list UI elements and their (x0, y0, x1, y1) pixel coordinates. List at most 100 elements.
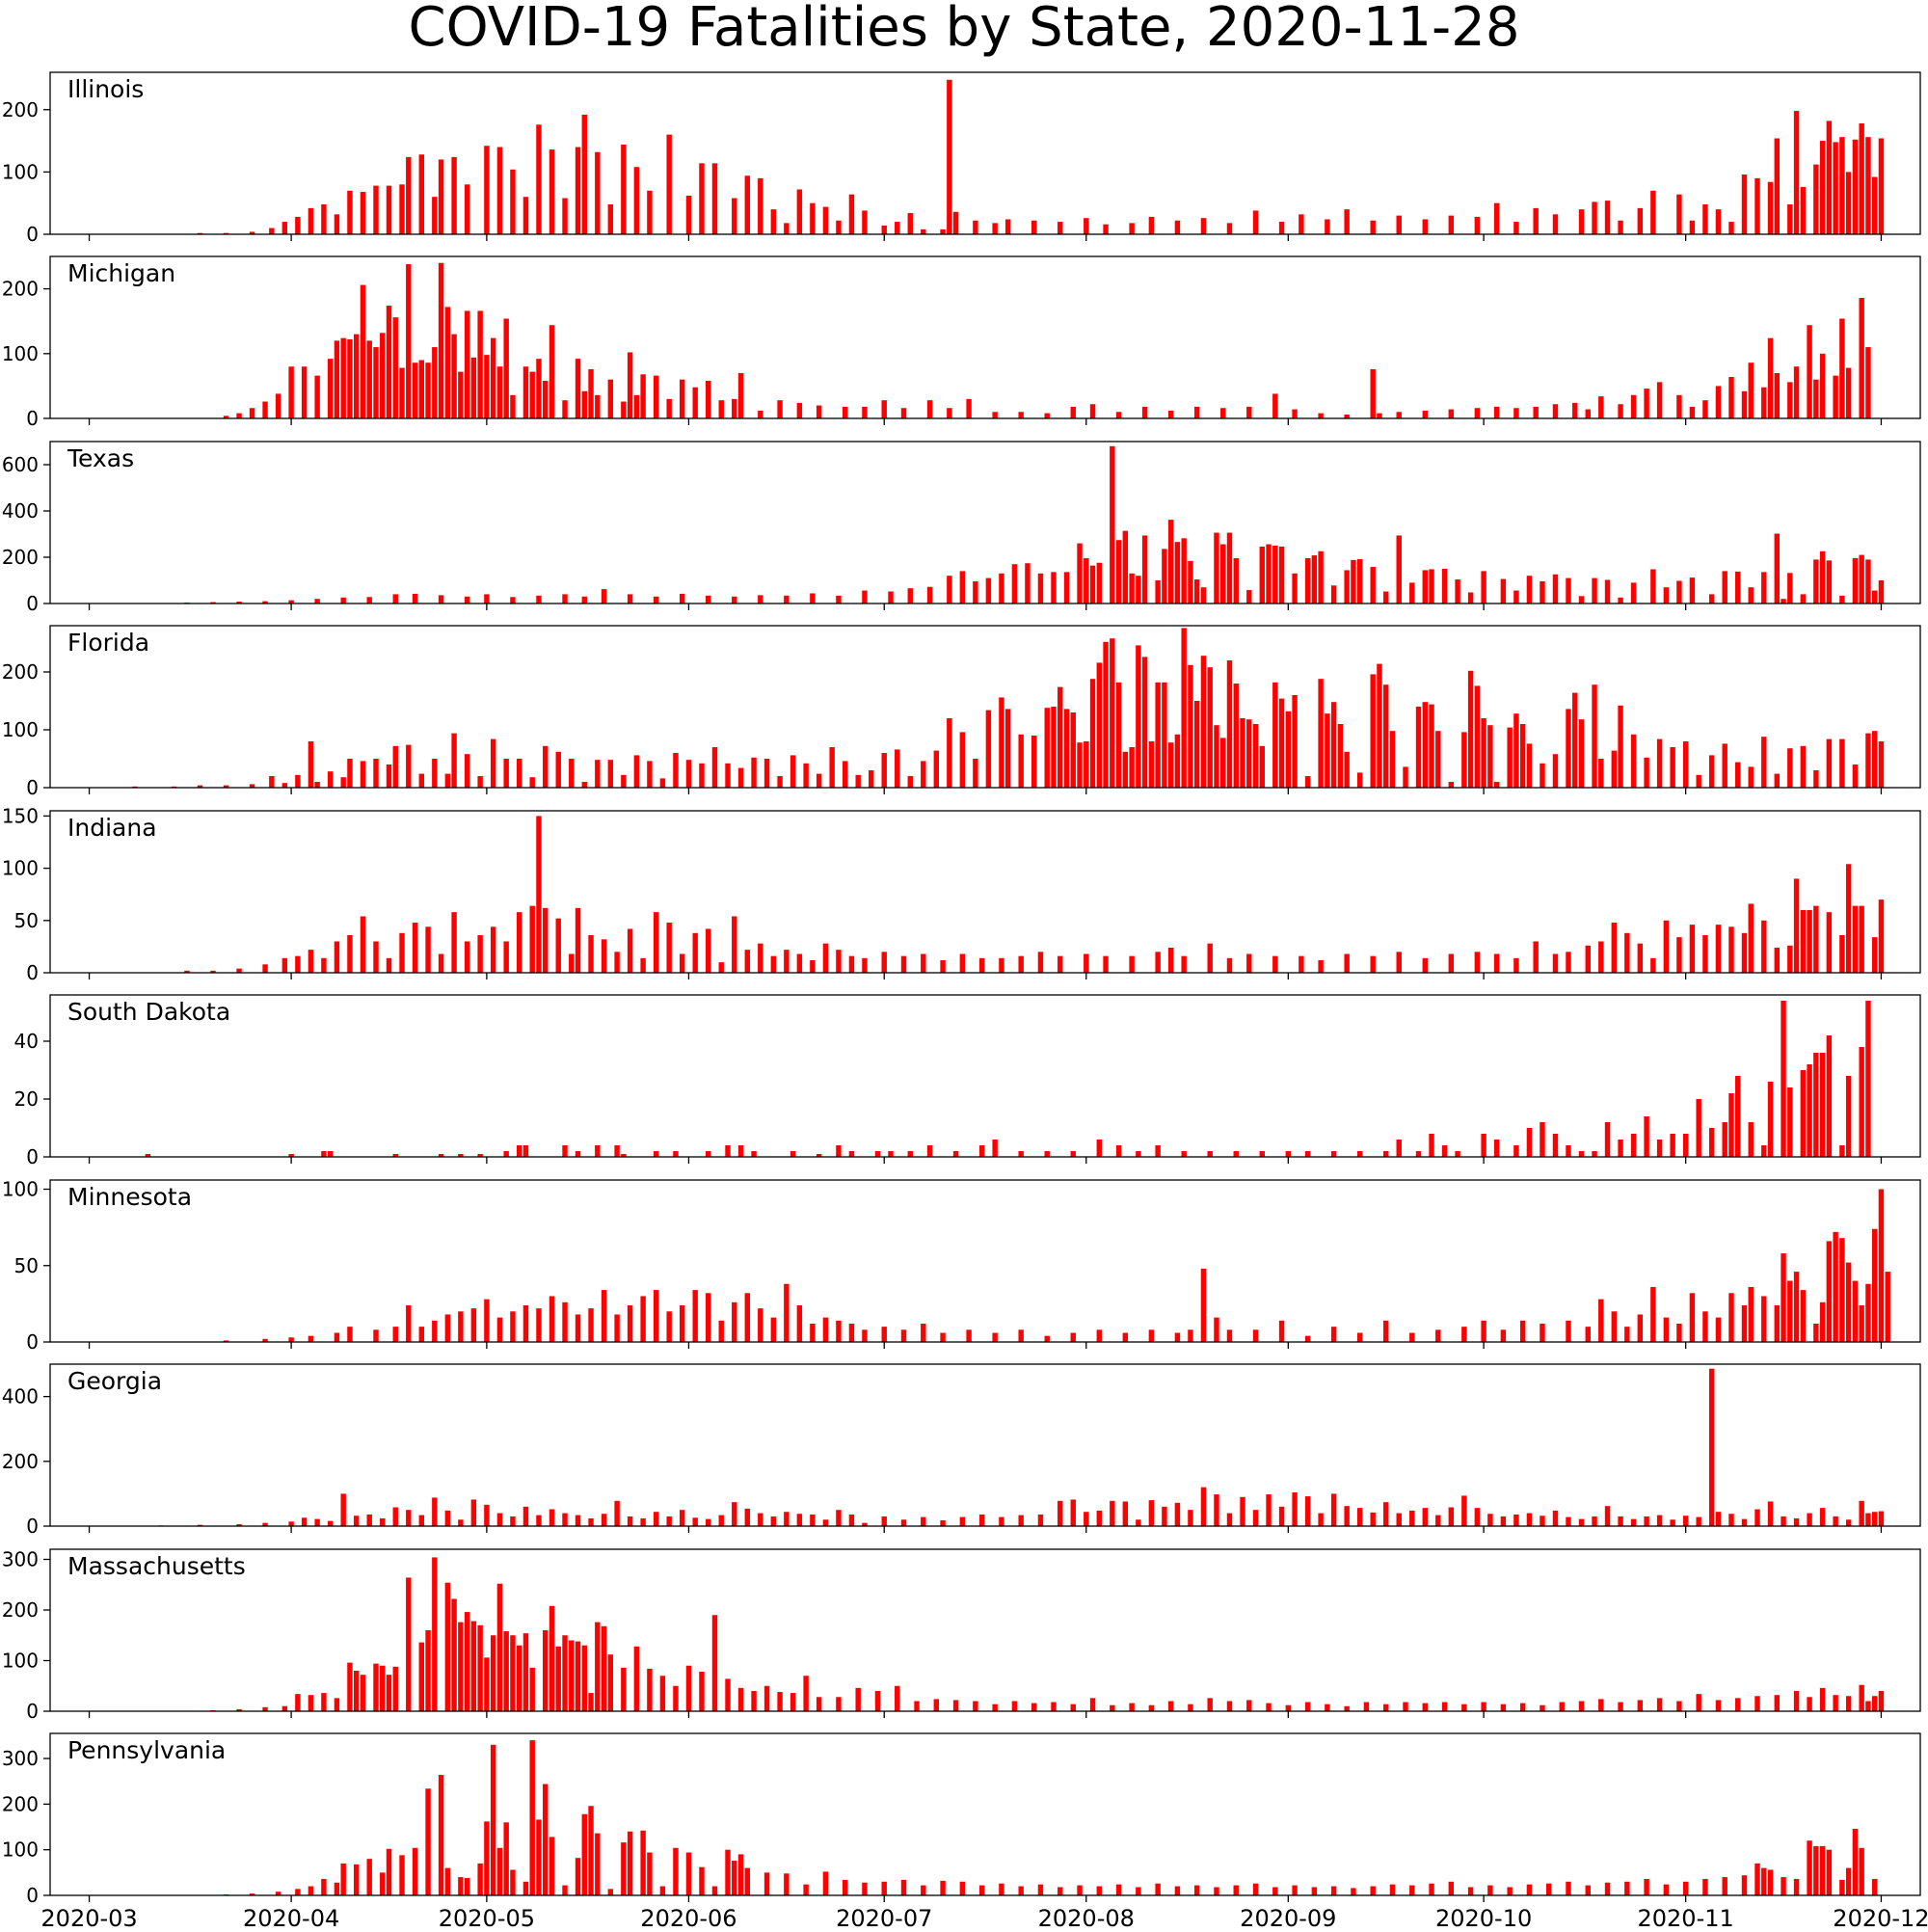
bar (308, 1695, 314, 1711)
bar (366, 1859, 372, 1895)
bar (340, 597, 346, 604)
bar (992, 412, 998, 418)
bar (706, 595, 711, 604)
bar (1800, 1070, 1807, 1157)
bar (666, 1311, 672, 1342)
bar (1070, 1499, 1076, 1526)
bar (529, 777, 535, 788)
bar (1637, 943, 1644, 973)
bar (262, 1522, 268, 1526)
bar (1096, 1510, 1102, 1526)
bar (464, 941, 470, 973)
bar (1540, 1122, 1545, 1157)
bar (1656, 1515, 1663, 1526)
bar (464, 184, 470, 234)
bar (777, 400, 783, 418)
bar (249, 408, 255, 418)
bar (790, 1693, 796, 1711)
bar (1708, 594, 1715, 604)
bar (470, 357, 477, 418)
bar (1129, 223, 1135, 234)
bar (1833, 1516, 1838, 1526)
bar (1663, 587, 1670, 604)
bar (1383, 1704, 1389, 1711)
bar (380, 1517, 386, 1526)
bar (562, 1635, 568, 1711)
bar (725, 1678, 731, 1711)
bar (510, 597, 516, 604)
bar (1422, 1703, 1428, 1711)
bar (1415, 707, 1422, 788)
bar (1285, 1704, 1292, 1711)
bar (633, 167, 640, 234)
bar (763, 1872, 770, 1895)
bar (295, 1889, 301, 1895)
bar (1500, 578, 1507, 604)
bar (1031, 736, 1037, 788)
bar (1467, 592, 1474, 604)
bar (614, 1500, 620, 1526)
bar (1566, 577, 1571, 604)
bar (1670, 1134, 1675, 1157)
bar (1481, 1320, 1486, 1342)
bar (881, 753, 887, 788)
bar (595, 1145, 601, 1157)
bar (412, 922, 418, 973)
bar (1800, 745, 1807, 788)
bar (334, 941, 340, 973)
bar (790, 1151, 796, 1157)
bar (262, 1706, 268, 1711)
bar (1096, 1140, 1102, 1157)
bar (366, 1514, 372, 1526)
bar (432, 1320, 438, 1342)
bar (1252, 1883, 1259, 1895)
bar (295, 774, 301, 788)
bar (1644, 1878, 1649, 1895)
bar (1330, 1151, 1337, 1157)
bar (1540, 1704, 1545, 1711)
bar (1650, 569, 1656, 604)
bar (1422, 410, 1428, 418)
bar (1774, 947, 1780, 973)
bar (1878, 1691, 1885, 1711)
bar (1044, 1335, 1050, 1342)
bar (1637, 1314, 1644, 1342)
bar (1304, 1335, 1311, 1342)
bar (1735, 1698, 1741, 1711)
bar (516, 912, 522, 973)
bar (952, 1151, 959, 1157)
bar (1754, 1509, 1760, 1526)
bar (406, 744, 412, 788)
bar (1207, 943, 1213, 973)
bar (1325, 1704, 1330, 1711)
bar (581, 782, 587, 788)
bar (1552, 404, 1559, 418)
bar (549, 1605, 555, 1711)
bar (1728, 376, 1734, 418)
bar (575, 147, 581, 234)
bar (1676, 1701, 1682, 1711)
bar (1148, 216, 1155, 234)
bar (607, 1889, 614, 1895)
bar (685, 195, 692, 234)
bar (725, 1145, 731, 1157)
bar (1859, 554, 1864, 604)
y-tick-label: 20 (14, 1087, 39, 1111)
y-tick-label: 100 (2, 718, 39, 741)
bar (1077, 1885, 1083, 1895)
bar (470, 1499, 477, 1526)
bar (1096, 662, 1102, 788)
bar (732, 596, 737, 604)
bar (484, 1657, 490, 1711)
bar (1793, 111, 1800, 234)
bar (327, 1520, 334, 1526)
bar (633, 394, 640, 418)
bar (732, 916, 737, 973)
bar (614, 1145, 620, 1157)
bar (386, 306, 392, 418)
bar (1761, 737, 1767, 788)
bar (796, 402, 803, 418)
panel-label: Florida (67, 629, 149, 657)
bar (510, 1516, 516, 1526)
bar (1141, 535, 1148, 604)
